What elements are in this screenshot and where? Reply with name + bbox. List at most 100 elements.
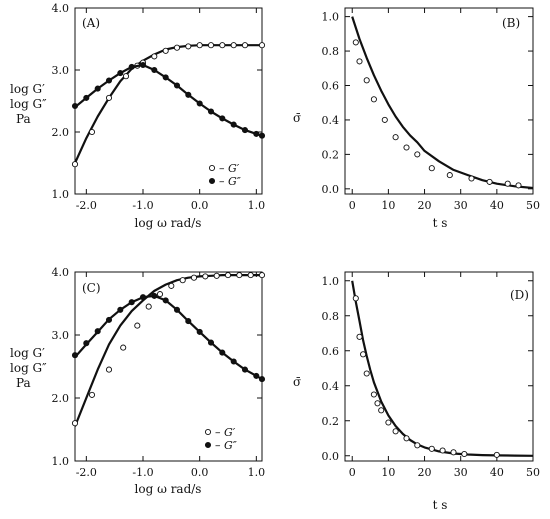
panel-d-tag: (D) [510, 288, 529, 302]
panel-c-xtick-label: -1.0 [132, 466, 153, 479]
panel-a-series-1-point [185, 43, 192, 50]
panel-c-series-2-point [94, 328, 101, 335]
panel-c-ylabel-line1: log G′ [10, 346, 45, 360]
panel-a-series-1-point [258, 42, 266, 49]
panel-a-series-1-point [162, 47, 169, 54]
panel-c-series-2-point [71, 352, 79, 359]
panel-c-series-2-point [219, 349, 226, 356]
panel-c-series-1-point [179, 277, 186, 284]
panel-d-series-1-point [461, 450, 468, 458]
panel-a-series-1-point [71, 161, 79, 168]
panel-a-series-1-point [230, 42, 237, 49]
panel-c-series-2-point [105, 316, 113, 323]
panel-a-series-1-point [88, 128, 96, 136]
panel-a-series-2-point [105, 77, 113, 84]
panel-c-series-2-point [258, 376, 266, 383]
panel-b-ytick-label: 0.6 [322, 80, 340, 93]
panel-b-frame [344, 7, 534, 195]
panel-b-xtick-label: 20 [418, 199, 432, 212]
panel-c-series-2-point [241, 366, 249, 373]
panel-b-series-1-point [468, 175, 475, 182]
panel-a-series-2-point [230, 121, 237, 128]
panel-a-series-1-point [241, 42, 249, 49]
panel-a-frame [74, 7, 263, 195]
panel-c-series-2-point [185, 318, 192, 325]
panel-b-ytick-label: 0.0 [322, 183, 340, 196]
panel-b-series-1-point [446, 172, 453, 179]
panel-a-series-2-point [185, 91, 192, 98]
panel-d-series-1-line [351, 280, 533, 457]
panel-a-series-2-point [196, 100, 203, 107]
panel-a-series-2-point [241, 127, 249, 134]
panel-b-xtick-label: 30 [454, 199, 468, 212]
panel-b-series-1-line [351, 16, 533, 190]
legend-label-g-double-prime: – G″ [219, 175, 242, 188]
panel-c-series-1-point [105, 366, 113, 373]
panel-d-xtick-label: 40 [490, 466, 504, 479]
panel-c-series-2-point [117, 306, 124, 313]
panel-a-series-2-point [253, 130, 260, 137]
panel-c-series-2-point [230, 358, 237, 365]
panel-c-series-2-point [139, 294, 147, 301]
panel-d-xtick-label: 30 [454, 466, 468, 479]
legend-label-g-double-prime: – G″ [215, 439, 238, 452]
panel-d-series-1-point [392, 428, 399, 435]
panel-a-series-2-point [162, 74, 169, 81]
panel-b-tag: (B) [502, 16, 520, 30]
panel-c-series-1-point [134, 322, 141, 329]
panel-a-series-2-point [117, 70, 124, 77]
panel-a-series-1-point [207, 42, 215, 49]
legend-marker-g-double-prime [208, 177, 216, 185]
panel-a-ylabel-line2: log G″ [10, 97, 47, 111]
panel-c-ytick-label: 4.0 [52, 266, 70, 279]
panel-c: (C) log G′ log G″ Pa log ω rad/s – G′ – … [10, 266, 265, 496]
panel-c-series-2-point [128, 299, 135, 306]
panel-d: (D) σ̄ t s 0 10 20 30 40 50 0.0 0.2 0.4 0.6 0.8 1.0 [293, 271, 540, 512]
panel-b-series-1-point [414, 151, 421, 158]
legend-label-g-prime: – G′ [219, 162, 240, 175]
panel-c-xtick-label: 1.0 [248, 466, 266, 479]
panel-c-ytick-label: 3.0 [52, 329, 70, 342]
panel-a-ylabel-line1: log G′ [10, 82, 45, 96]
panel-a-tag: (A) [82, 16, 100, 30]
panel-d-series-1-point [360, 351, 367, 358]
panel-b-series-1-point [370, 96, 377, 103]
panel-a-series-2-point [71, 102, 79, 110]
panel-a-series-2-point [207, 108, 215, 115]
panel-d-series-1-point [439, 447, 446, 454]
panel-a-ytick-label: 1.0 [52, 188, 70, 201]
panel-c-xtick-label: 0.0 [191, 466, 209, 479]
panel-a-xtick-label: 0.0 [191, 199, 209, 212]
panel-b-xlabel: t s [433, 216, 448, 230]
panel-d-ytick-label: 0.2 [322, 415, 340, 428]
panel-a-ytick-label: 3.0 [52, 64, 70, 77]
panel-a-legend: – G′ – G″ [208, 162, 242, 188]
panel-a-series-1-line [75, 44, 262, 164]
panel-b: (B) σ̄ t s 0 10 20 30 40 50 0.0 0.2 0.4 0.6 0.8 1.0 [293, 7, 540, 230]
panel-d-ytick-label: 0.4 [322, 380, 340, 393]
legend-marker-g-double-prime [204, 441, 212, 449]
panel-c-series-1-point [247, 272, 254, 279]
panel-a-ytick-label: 4.0 [52, 2, 70, 15]
panel-d-ytick-label: 1.0 [322, 275, 340, 288]
panel-b-series-1-point [403, 144, 410, 151]
panel-c-frame [74, 271, 263, 462]
panel-c-series-1-point [88, 391, 96, 398]
legend-marker-g-prime [204, 428, 212, 436]
panel-b-xtick-label: 40 [490, 199, 504, 212]
panel-b-series-1-point [363, 77, 370, 84]
panel-b-series-1-point [356, 58, 363, 65]
panel-c-series-2-point [196, 328, 203, 335]
panel-c-series-1-point [156, 291, 164, 298]
panel-d-series-1-point [374, 400, 381, 407]
panel-a-series-1-point [196, 42, 203, 49]
panel-a-series-2-point [173, 82, 181, 89]
panel-b-ytick-label: 0.4 [322, 114, 340, 127]
panel-d-series-1-point [414, 442, 421, 449]
panel-c-series-1-point [168, 282, 175, 289]
panel-c-series-2-point [173, 306, 181, 313]
panel-d-series-1-point [385, 419, 392, 426]
panel-c-xtick-label: -2.0 [76, 466, 97, 479]
panel-c-series-2-point [151, 292, 158, 299]
panel-a-series-1-point [151, 53, 158, 60]
